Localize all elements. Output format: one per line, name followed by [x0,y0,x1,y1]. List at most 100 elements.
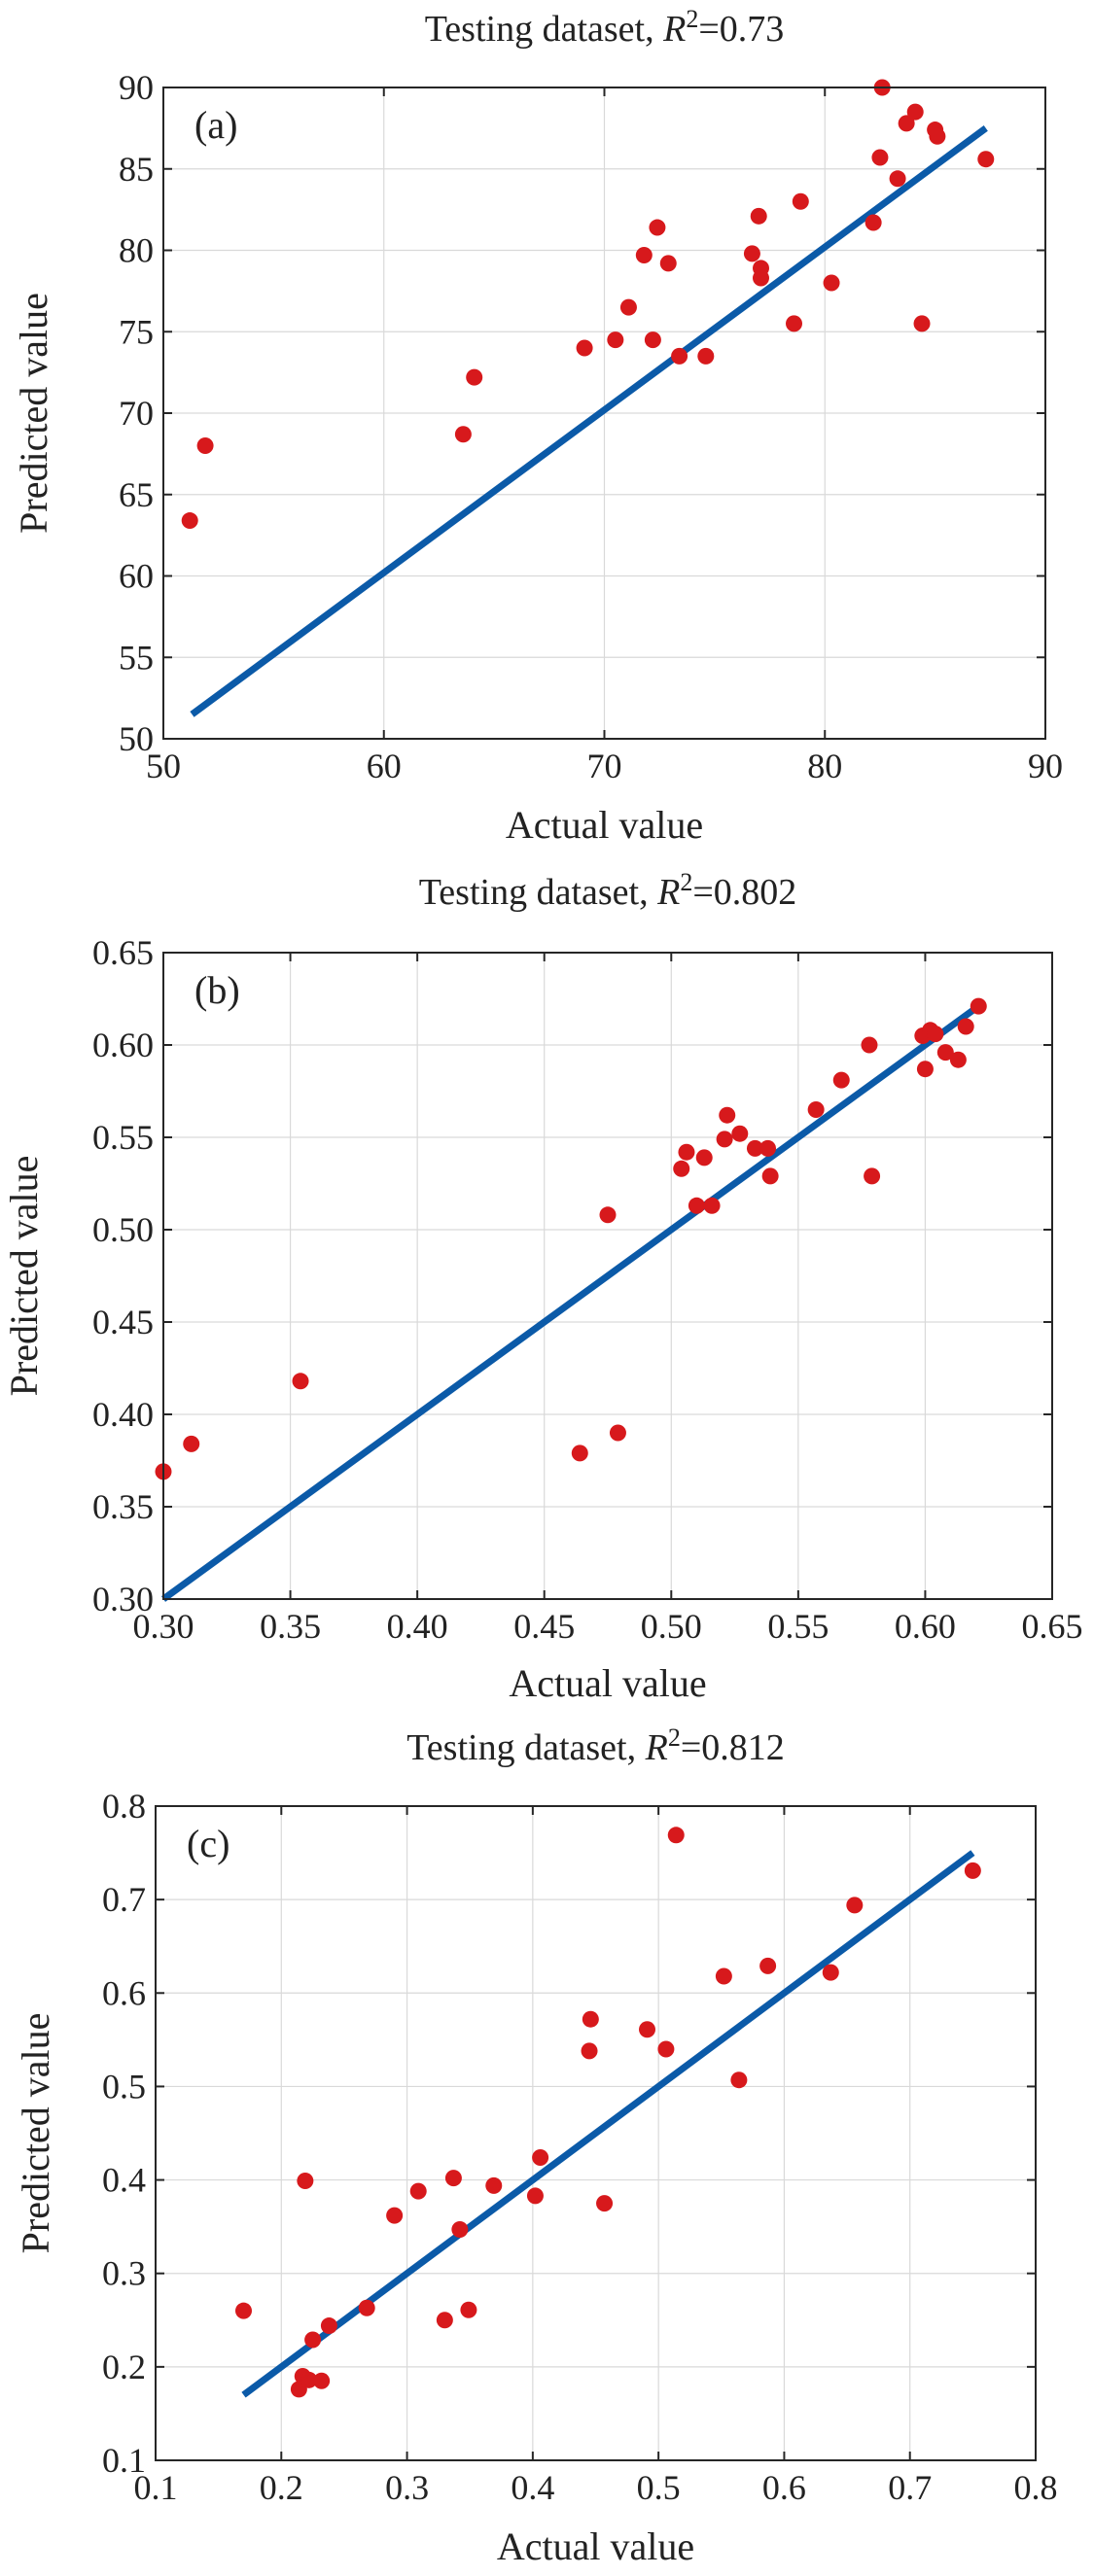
x-axis-label: Actual value [509,1661,706,1705]
data-point [526,2187,544,2205]
data-point [865,214,882,231]
title-value: =0.802 [692,872,796,913]
data-point [673,1160,690,1177]
y-axis-label: Predicted value [14,2013,57,2254]
data-point [582,2010,599,2028]
y-tick-label: 0.30 [92,1580,154,1619]
scatter-panel-3: 0.1 0.2 0.3 0.4 0.5 0.6 0.7 0.8 0.1 0.2 0.3 0.4 0.5 0… [14,1723,1058,2568]
x-tick-label: 0.5 [637,2468,681,2507]
data-point [719,1106,736,1124]
title-superscript: 2 [686,5,698,33]
y-tick-label: 0.35 [92,1487,154,1526]
data-point [607,331,624,349]
chart-title: Testing dataset, R2=0.802 [419,868,797,913]
y-tick-label: 0.5 [102,2067,146,2106]
y-tick-label: 0.55 [92,1118,154,1157]
data-point [183,1435,200,1452]
data-point [581,2042,598,2060]
panel-label: (c) [187,1822,229,1865]
data-point [444,2170,462,2187]
data-point [750,207,767,225]
data-point [949,1051,967,1068]
data-point [609,1424,626,1442]
x-tick-label: 0.2 [260,2468,303,2507]
y-tick-label: 0.2 [102,2348,146,2386]
data-point [977,151,995,168]
data-point [759,1139,777,1157]
data-point [715,1967,732,1985]
y-tick-label: 0.50 [92,1210,154,1249]
x-tick-label: 0.7 [888,2468,932,2507]
data-point [861,1036,878,1054]
x-tick-label: 0.40 [387,1607,448,1646]
data-point [436,2312,453,2329]
scatter-panel-1: 50 60 70 80 90 50 55 60 65 70 75 80 85 90 (a) Testing d… [12,5,1063,847]
data-point [576,339,593,357]
y-tick-label: 0.3 [102,2254,146,2293]
chart-title: Testing dataset, R2=0.812 [406,1723,785,1768]
data-point [304,2331,322,2349]
title-r-symbol: R [656,872,680,913]
y-tick-label: 0.60 [92,1026,154,1064]
data-point [454,426,472,443]
data-point [320,2317,337,2335]
x-axis-label: Actual value [506,803,703,847]
x-tick-label: 0.30 [133,1607,194,1646]
y-tick-label: 0.7 [102,1880,146,1919]
x-tick-label: 90 [1028,747,1063,785]
y-axis-label: Predicted value [12,293,55,534]
x-tick-label: 0.4 [511,2468,554,2507]
data-point [635,247,653,264]
data-point [759,1957,777,1974]
title-prefix: Testing dataset, [419,872,657,913]
data-point [889,170,906,188]
data-point [451,2221,469,2239]
data-point [532,2148,549,2166]
data-point [649,219,666,236]
title-r-symbol: R [662,9,686,50]
data-point [716,1131,733,1148]
y-tick-label: 90 [119,68,154,107]
data-point [743,245,760,262]
data-point [823,274,840,292]
panel-label: (a) [194,103,237,147]
data-point [746,1139,763,1157]
data-point [786,315,803,332]
title-prefix: Testing dataset, [406,1727,645,1768]
data-point [485,2176,503,2194]
data-point [752,269,769,287]
data-point [466,368,483,386]
scatter-panel-2: 0.30 0.35 0.40 0.45 0.50 0.55 0.60 0.65 0.30 0.35… [2,868,1083,1705]
data-point [822,1964,839,1981]
data-point [832,1071,850,1089]
x-tick-label: 0.55 [767,1607,829,1646]
data-point [657,2040,675,2058]
data-point [596,2195,614,2212]
data-point [386,2207,404,2224]
x-tick-label: 0.50 [641,1607,702,1646]
data-point [599,1206,617,1224]
x-tick-label: 0.65 [1022,1607,1083,1646]
data-point [235,2302,252,2319]
data-point [667,1827,685,1844]
data-point [936,1044,954,1062]
plot-frame [162,87,1046,740]
data-point [916,1061,934,1078]
data-point [898,115,915,132]
y-tick-label: 75 [119,312,154,351]
panel-label: (b) [194,968,240,1012]
data-point [358,2299,375,2316]
title-superscript: 2 [668,1723,681,1752]
data-point [196,437,214,454]
fit-line [190,125,988,717]
y-tick-label: 0.45 [92,1303,154,1341]
plot-frame [162,952,1053,1600]
x-tick-label: 0.3 [385,2468,429,2507]
y-tick-label: 0.4 [102,2161,146,2200]
panels: 50 60 70 80 90 50 55 60 65 70 75 80 85 90 (a) Testing d… [2,5,1083,2568]
y-tick-label: 0.8 [102,1787,146,1826]
data-point [619,298,637,316]
x-axis-label: Actual value [497,2524,694,2568]
data-point [697,347,715,365]
